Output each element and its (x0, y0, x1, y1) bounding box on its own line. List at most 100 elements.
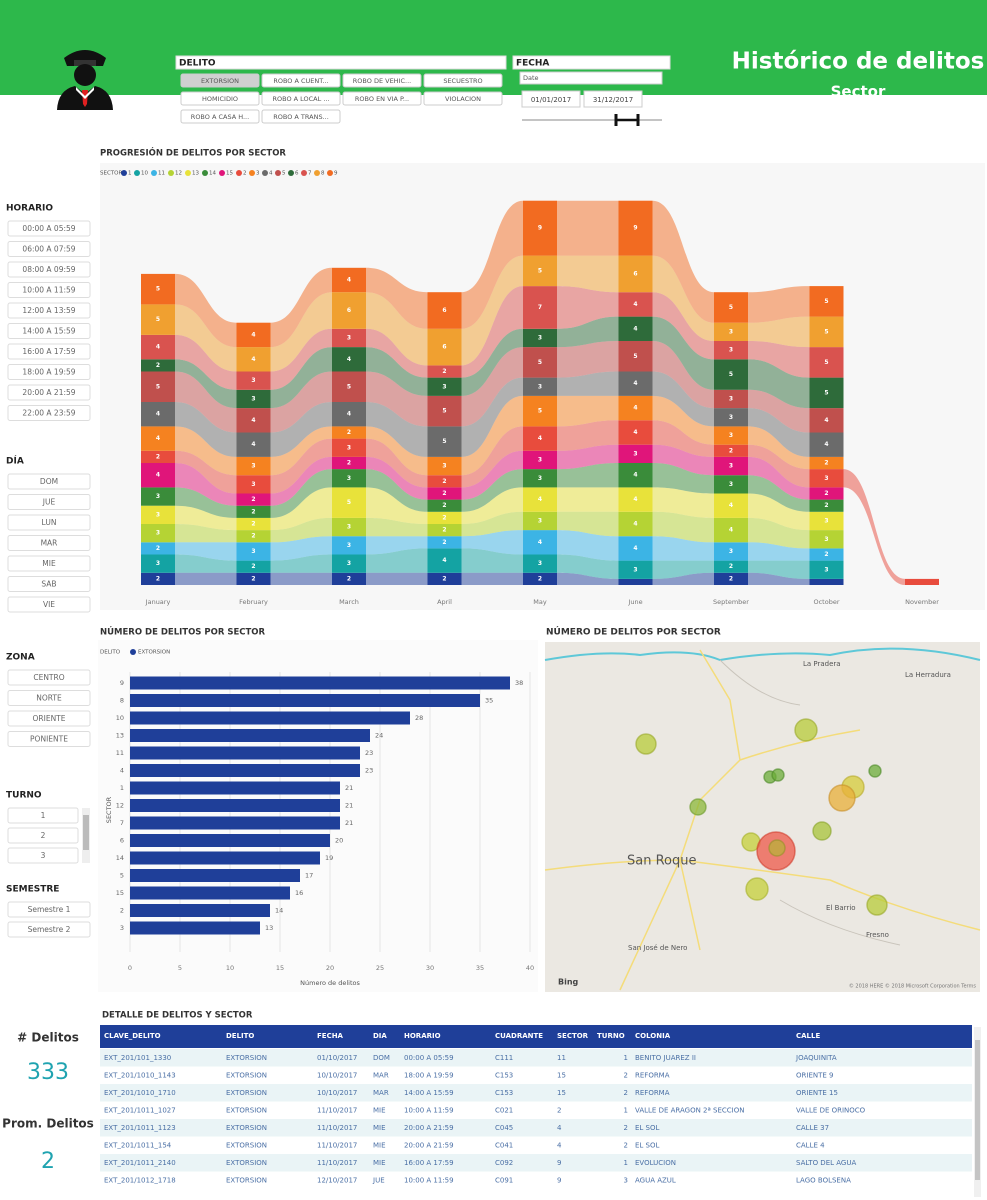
slicer-item[interactable] (7, 364, 91, 380)
slicer-item[interactable] (7, 323, 91, 339)
slicer-item[interactable] (7, 302, 91, 319)
filter-button-label[interactable]: SECUESTRO (443, 77, 482, 85)
slicer-item-label[interactable]: 12:00 A 13:59 (22, 306, 75, 315)
slicer-item[interactable] (7, 669, 91, 686)
slicer-item[interactable] (7, 847, 79, 864)
date-input[interactable] (521, 90, 581, 108)
slicer-item-label[interactable]: DOM (40, 477, 58, 486)
slicer-item-label[interactable]: 2 (41, 831, 46, 840)
slicer-item[interactable] (7, 576, 91, 592)
slicer-item-label[interactable]: Semestre 2 (28, 925, 71, 934)
filter-button[interactable] (180, 109, 260, 124)
filter-button-label[interactable]: ROBO A CASA H... (191, 113, 249, 121)
slicer-item[interactable] (7, 807, 79, 824)
slicer-item[interactable] (7, 514, 91, 531)
filter-button-label[interactable]: ROBO EN VIA P... (355, 95, 409, 103)
filter-button-label[interactable]: ROBO A LOCAL ... (272, 95, 329, 103)
slicer-item-label[interactable]: 20:00 A 21:59 (22, 388, 75, 397)
slicer-item[interactable] (7, 282, 91, 298)
slicer-item-label[interactable]: ORIENTE (33, 714, 66, 723)
slicer-item-label[interactable]: 10:00 A 11:59 (22, 286, 75, 295)
table-cell: LAGO BOLSENA (796, 1177, 851, 1185)
legend-dot (275, 170, 281, 176)
slicer-item-label[interactable]: VIE (43, 600, 55, 609)
slicer-item[interactable] (7, 710, 91, 727)
scrollbar-thumb[interactable] (83, 815, 89, 850)
slicer-item[interactable] (7, 494, 91, 510)
filter-button[interactable] (342, 73, 422, 88)
slicer-item[interactable] (7, 220, 91, 237)
slicer-item-label[interactable]: 16:00 A 17:59 (22, 347, 75, 356)
slicer-item[interactable] (7, 731, 91, 747)
slicer-item[interactable] (7, 555, 91, 572)
filter-button[interactable] (423, 73, 503, 88)
slicer-item[interactable] (7, 473, 91, 490)
slicer-item-label[interactable]: 00:00 A 05:59 (22, 224, 75, 233)
ribbon (748, 542, 810, 561)
slicer-item-label[interactable]: MIE (42, 559, 56, 568)
slicer-item-label[interactable]: PONIENTE (30, 735, 68, 744)
slicer-item-label[interactable]: LUN (42, 518, 57, 527)
filter-button-label[interactable]: ROBO DE VEHIC... (353, 77, 411, 85)
ribbon-segment (332, 572, 366, 585)
filter-button-label[interactable]: ROBO A CUENT... (273, 77, 328, 85)
y-tick-label: 10 (116, 714, 124, 722)
slicer-item-label[interactable]: 08:00 A 09:59 (22, 265, 75, 274)
slicer-item[interactable] (7, 384, 91, 401)
slicer-item[interactable] (7, 596, 91, 613)
slicer-item-label[interactable]: 06:00 A 07:59 (22, 245, 75, 254)
slicer-item[interactable] (7, 405, 91, 421)
segment-label: 3 (729, 463, 733, 470)
filter-button-label[interactable]: ROBO A TRANS... (273, 113, 329, 121)
slicer-item-label[interactable]: SAB (41, 580, 56, 589)
scrollbar-thumb[interactable] (975, 1040, 980, 1180)
filter-button-label[interactable]: EXTORSION (201, 77, 239, 85)
slicer-item-label[interactable]: 22:00 A 23:59 (22, 409, 75, 418)
filter-button[interactable] (261, 109, 341, 124)
date-slider-handle[interactable] (614, 114, 618, 126)
ribbon-segment (427, 328, 462, 366)
slicer-item[interactable] (7, 690, 91, 706)
ribbon-segment (236, 456, 271, 476)
filter-button[interactable] (342, 91, 422, 106)
segment-label: 3 (347, 475, 351, 482)
slicer-item[interactable] (7, 535, 91, 551)
filter-button[interactable] (261, 91, 341, 106)
legend-label: 8 (321, 171, 325, 177)
slicer-item-label[interactable]: 3 (41, 851, 46, 860)
slicer-item-label[interactable]: 1 (41, 811, 46, 820)
filter-button[interactable] (180, 73, 260, 88)
date-input-label[interactable]: 01/01/2017 (531, 96, 571, 104)
filter-button-label[interactable]: HOMICIDIO (202, 95, 238, 103)
slicer-item-label[interactable]: NORTE (36, 694, 62, 703)
bar-value-label: 13 (265, 924, 273, 932)
slicer-item-label[interactable]: 18:00 A 19:59 (22, 368, 75, 377)
slicer-item-label[interactable]: CENTRO (33, 673, 64, 682)
slicer-item-label[interactable]: 14:00 A 15:59 (22, 327, 75, 336)
slicer-item-label[interactable]: Semestre 1 (28, 905, 71, 914)
slicer-item-label[interactable]: MAR (41, 539, 58, 548)
ribbon (270, 469, 332, 518)
y-tick-label: 4 (120, 767, 124, 775)
ribbon-segment (523, 469, 557, 488)
filter-button-label[interactable]: VIOLACION (445, 95, 481, 103)
filter-button[interactable] (423, 91, 503, 106)
slicer-item-label[interactable]: JUE (42, 498, 56, 507)
map-place: San Roque (627, 854, 696, 869)
slicer-item[interactable] (7, 901, 91, 918)
date-input[interactable] (583, 90, 643, 108)
table-cell: MIE (373, 1124, 386, 1132)
date-slider-handle[interactable] (636, 114, 640, 126)
slicer-item[interactable] (7, 827, 79, 844)
ribbon-segment (618, 487, 653, 512)
ribbon-segment (236, 560, 271, 573)
slicer-item[interactable] (7, 241, 91, 257)
filter-button[interactable] (180, 91, 260, 106)
ribbon (557, 200, 619, 256)
slicer-item[interactable] (7, 921, 91, 938)
date-input-label[interactable]: 31/12/2017 (593, 96, 633, 104)
filter-button[interactable] (261, 73, 341, 88)
segment-label: 4 (442, 557, 446, 564)
slicer-item[interactable] (7, 343, 91, 360)
slicer-item[interactable] (7, 261, 91, 278)
